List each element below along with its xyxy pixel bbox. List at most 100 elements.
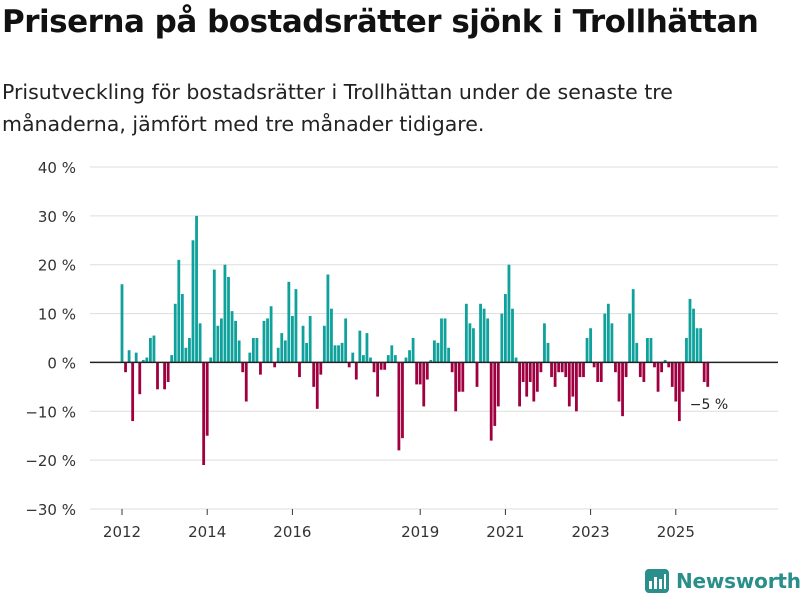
bar <box>134 352 138 363</box>
bar <box>507 264 511 363</box>
bar <box>237 340 241 363</box>
bar <box>702 362 706 382</box>
bar <box>422 362 426 407</box>
bar <box>479 303 482 363</box>
x-tick-label: 2012 <box>103 523 141 541</box>
bar <box>585 338 589 363</box>
bar <box>411 338 415 363</box>
bar <box>372 362 376 373</box>
bar <box>120 284 124 363</box>
bar <box>408 350 411 363</box>
bar <box>280 333 284 363</box>
bar <box>646 338 649 363</box>
bar <box>344 318 348 363</box>
bar <box>315 362 319 409</box>
bar <box>454 362 458 412</box>
y-tick-label: 40 % <box>38 159 76 177</box>
bar <box>191 240 195 363</box>
bar <box>603 313 607 363</box>
bar <box>489 362 493 441</box>
bar <box>628 313 632 363</box>
bar <box>124 362 127 373</box>
bar <box>397 362 401 451</box>
bar <box>440 318 443 363</box>
bar <box>425 362 429 380</box>
bar <box>429 359 433 363</box>
bar <box>205 362 209 436</box>
bar <box>170 355 174 363</box>
bar <box>283 340 287 363</box>
bar <box>518 362 521 407</box>
bar <box>241 362 245 373</box>
bar <box>532 362 536 402</box>
bar <box>514 357 518 363</box>
bar <box>220 318 223 363</box>
bar <box>649 338 653 363</box>
bar <box>393 355 397 363</box>
bar <box>621 362 624 417</box>
bar <box>578 362 582 378</box>
bar <box>695 328 699 363</box>
bar <box>180 294 184 363</box>
bar <box>401 362 404 439</box>
bar <box>177 259 181 363</box>
y-axis-labels: −30 % −20 % −10 % 0 % 10 % 20 % 30 % 40 % <box>25 159 76 519</box>
bar <box>276 347 280 363</box>
bar <box>244 362 248 402</box>
newsworthy-logo: Newsworthy <box>644 568 800 594</box>
bar <box>504 294 507 363</box>
bar <box>273 362 277 368</box>
bar <box>692 308 695 363</box>
y-tick-label: 10 % <box>38 306 76 324</box>
bar <box>418 362 422 385</box>
bar <box>674 362 678 402</box>
bar <box>631 289 635 363</box>
bar <box>699 328 703 363</box>
bar <box>415 362 419 385</box>
bar <box>212 269 216 363</box>
bar <box>145 357 149 363</box>
bar <box>535 362 539 392</box>
bar <box>369 357 372 363</box>
bar <box>617 362 621 402</box>
bar <box>482 308 486 363</box>
bar <box>404 357 408 363</box>
x-tick-label: 2019 <box>401 523 439 541</box>
bar <box>330 308 333 363</box>
bar <box>358 330 362 363</box>
bar <box>383 362 387 370</box>
bar <box>184 347 188 363</box>
bar <box>269 306 273 363</box>
bar <box>596 362 600 382</box>
bar <box>461 362 465 392</box>
bar <box>653 362 656 368</box>
bar <box>386 355 390 363</box>
bar <box>464 303 468 363</box>
bar <box>450 362 454 373</box>
bar <box>248 352 252 363</box>
bar <box>635 342 639 363</box>
bar <box>255 338 259 363</box>
y-tick-label: 20 % <box>38 257 76 275</box>
bar <box>347 362 351 368</box>
bar <box>528 362 532 382</box>
bar <box>468 323 472 363</box>
brand-name: Newsworthy <box>676 569 800 593</box>
bar <box>677 362 681 422</box>
bar <box>560 362 564 373</box>
bar <box>638 362 642 378</box>
bar <box>624 362 628 378</box>
bar <box>511 308 514 363</box>
x-tick-label: 2025 <box>657 523 695 541</box>
bar <box>326 274 330 363</box>
bar <box>436 342 440 363</box>
bar <box>550 362 553 378</box>
bar <box>319 362 323 375</box>
bar <box>599 362 603 382</box>
bar <box>589 328 592 363</box>
bar <box>166 362 170 382</box>
bar <box>592 362 596 368</box>
bar <box>614 362 617 373</box>
bar <box>216 325 220 363</box>
y-tick-label: −10 % <box>25 403 76 421</box>
